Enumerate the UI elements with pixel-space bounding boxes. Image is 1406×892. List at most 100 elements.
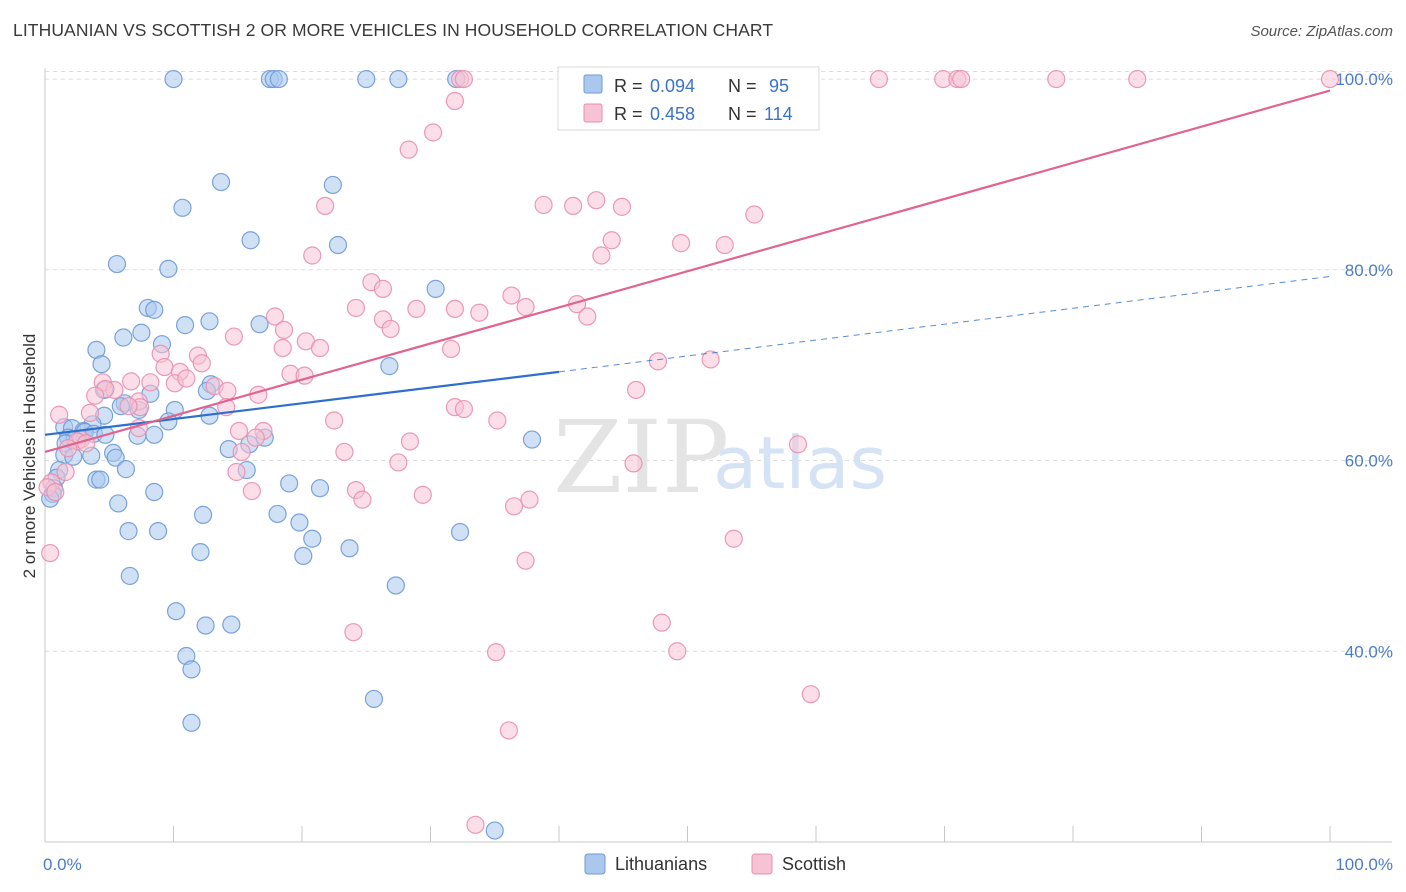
lithuanian-point — [106, 448, 125, 467]
lithuanian-point — [364, 689, 384, 709]
lithuanian-point — [340, 539, 359, 558]
scottish-point — [516, 297, 535, 317]
lithuanians-points — [41, 69, 542, 840]
lithuanian-point — [323, 175, 342, 195]
lithuanian-point — [107, 254, 127, 274]
scottish-point — [520, 490, 539, 509]
scottish-point — [274, 320, 294, 339]
x-tick-label-max: 100.0% — [1335, 855, 1393, 874]
scottish-point — [788, 435, 808, 454]
lithuanian-point — [191, 542, 210, 562]
scottish-point — [141, 373, 160, 392]
scottish-point — [46, 482, 65, 502]
scottish-point — [745, 205, 764, 224]
lithuanian-point — [303, 529, 322, 548]
scottish-point — [346, 298, 366, 318]
scottish-point — [265, 307, 285, 326]
scottish-point — [652, 613, 671, 632]
scottish-point — [715, 235, 734, 255]
scottish-point — [1320, 69, 1340, 89]
lithuanian-point — [389, 69, 408, 89]
legend-r-value-1: 0.094 — [650, 76, 695, 96]
scottish-point — [668, 642, 687, 661]
scottish-point — [86, 386, 105, 405]
scottish-point — [466, 815, 485, 834]
lithuanian-point — [426, 279, 445, 298]
scottish-point — [626, 380, 646, 400]
lithuanian-point — [145, 482, 164, 502]
lithuanian-point — [120, 566, 139, 586]
legend: R = 0.094 N = 95 R = 0.458 N = 114 — [557, 66, 820, 131]
lithuanian-point — [294, 546, 313, 566]
x-tick-label-min: 0.0% — [43, 855, 82, 874]
scottish-point — [77, 434, 96, 453]
scottish-point — [869, 69, 889, 89]
scottish-point — [192, 354, 211, 373]
scottish-point — [310, 338, 330, 358]
lithuanian-point — [173, 198, 192, 217]
bottom-legend: Lithuanians Scottish — [584, 853, 846, 875]
lithuanian-point — [450, 522, 470, 542]
legend-swatch-scottish — [583, 103, 603, 123]
scottish-point — [119, 397, 138, 416]
scottish-point — [612, 197, 632, 216]
scottish-point — [407, 299, 426, 319]
lithuanian-point — [148, 522, 168, 541]
scottish-point — [445, 299, 465, 319]
lithuanian-point — [164, 69, 183, 89]
scottish-point — [724, 529, 743, 548]
lithuanian-point — [522, 430, 542, 449]
lithuanian-point — [193, 505, 213, 524]
scottish-point — [534, 195, 553, 215]
y-tick-label: 60.0% — [1345, 452, 1393, 471]
watermark-zip: ZIP — [553, 399, 729, 516]
bottom-legend-swatch-lithuanians — [584, 853, 606, 875]
scottish-point — [316, 196, 335, 216]
scottish-point — [499, 721, 518, 740]
scottish-point — [177, 369, 196, 388]
lithuanian-point — [182, 660, 201, 679]
scottish-point — [80, 403, 100, 422]
scottish-point — [445, 91, 465, 111]
scottish-point — [242, 481, 261, 501]
scottish-point — [952, 69, 971, 89]
scottish-point — [488, 411, 507, 430]
bottom-legend-swatch-scottish — [751, 853, 773, 875]
scottish-point — [400, 432, 420, 451]
scottish-point — [373, 279, 393, 298]
lithuanian-point — [114, 328, 133, 347]
scottish-point — [1128, 69, 1147, 89]
lithuanian-point — [269, 69, 288, 89]
scottish-point — [50, 405, 69, 424]
scottish-point — [246, 428, 265, 447]
scottish-point — [423, 123, 443, 142]
lithuanian-point — [211, 172, 231, 192]
lithuanian-point — [145, 300, 164, 319]
trend-lines — [44, 89, 1331, 454]
scottish-point — [801, 685, 820, 704]
scottish-point — [602, 231, 621, 250]
lithuanian-point — [250, 315, 269, 334]
lithuanian-point — [92, 355, 111, 374]
lithuanian-point — [380, 357, 399, 376]
scottish-point — [41, 543, 60, 563]
scottish-trend-line — [44, 89, 1331, 454]
scottish-point — [325, 411, 344, 430]
y-tick-label: 40.0% — [1345, 642, 1393, 661]
lithuanian-point — [119, 522, 138, 541]
lithuanians-trend-line — [44, 370, 560, 436]
lithuanian-point — [196, 616, 215, 635]
lithuanian-point — [280, 474, 299, 493]
y-tick-label: 80.0% — [1345, 261, 1393, 280]
scottish-point — [229, 421, 249, 441]
scottish-point — [592, 246, 611, 265]
lithuanian-point — [182, 713, 201, 732]
scottish-point — [454, 69, 474, 89]
bottom-legend-label-lithuanians: Lithuanians — [615, 854, 707, 874]
scottish-point — [303, 246, 322, 265]
lithuanian-point — [175, 316, 195, 335]
lithuanian-point — [357, 69, 376, 89]
lithuanian-point — [328, 235, 348, 255]
scottish-point — [486, 643, 506, 662]
axes — [44, 68, 1392, 843]
